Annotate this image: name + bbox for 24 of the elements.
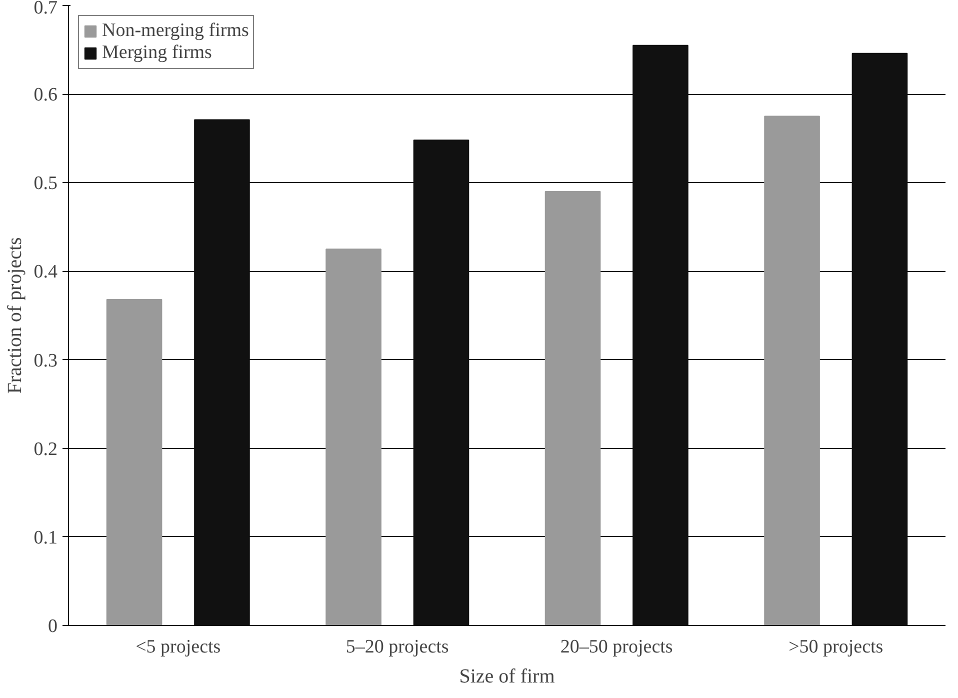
bar: [413, 140, 470, 626]
y-tick-label: 0.7: [34, 0, 58, 18]
y-tick-label: 0.2: [34, 438, 58, 460]
bar: [194, 119, 250, 626]
y-tick-label: 0.5: [34, 173, 58, 194]
bar: [852, 52, 908, 626]
y-tick-label: 0.4: [34, 262, 58, 283]
bar: [106, 299, 162, 626]
legend-label: Merging firms: [102, 42, 212, 64]
y-tick-label: 0: [48, 616, 58, 637]
x-tick-label: >50 projects: [788, 636, 884, 658]
x-axis-title: Size of firm: [459, 666, 556, 688]
bar: [544, 191, 601, 626]
bar: [326, 248, 382, 626]
y-tick-label: 0.1: [34, 527, 58, 548]
y-tick-label: 0.3: [34, 350, 58, 372]
x-tick-label: 20–50 projects: [560, 636, 673, 658]
legend-label: Non-merging firms: [102, 20, 249, 42]
x-tick-label: <5 projects: [136, 636, 221, 658]
bar: [632, 44, 688, 626]
y-axis-title: Fraction of projects: [4, 236, 26, 394]
x-tick-label: 5–20 projects: [346, 636, 449, 658]
bar: [764, 116, 820, 626]
y-tick-label: 0.6: [34, 84, 58, 106]
